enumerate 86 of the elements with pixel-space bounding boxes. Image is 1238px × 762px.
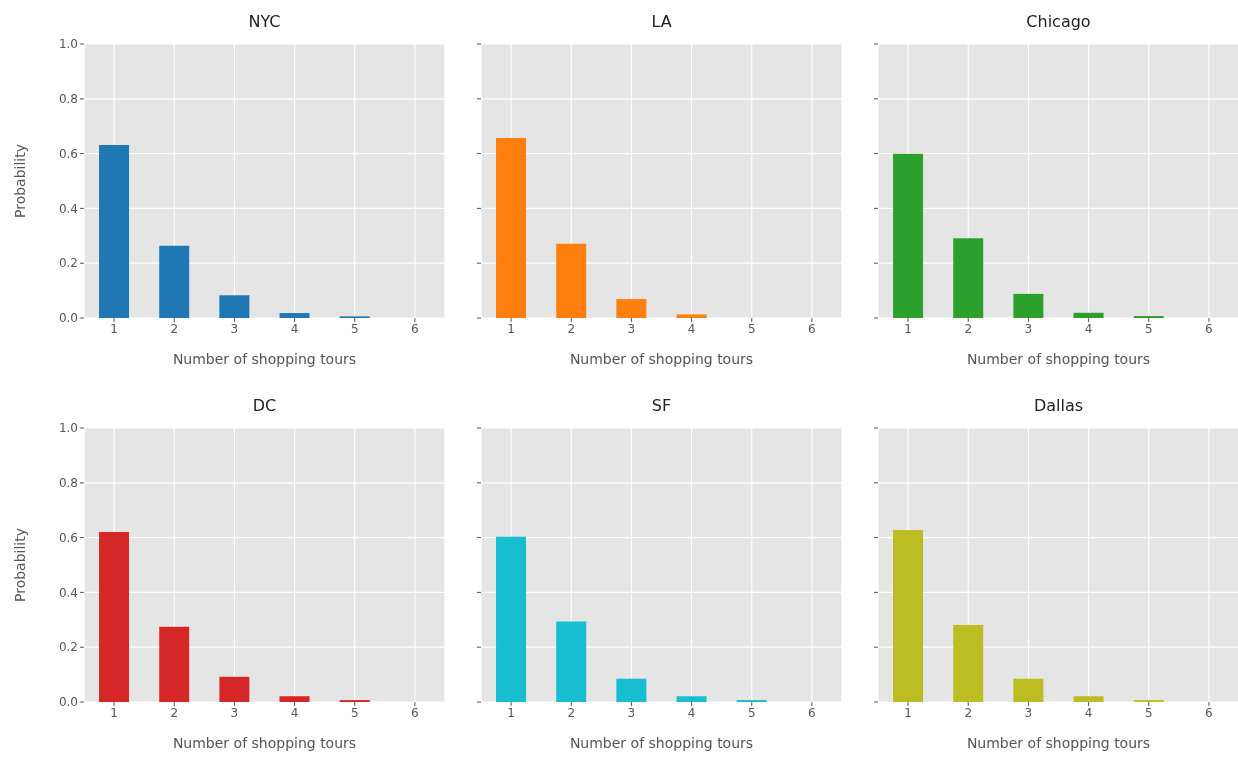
y-tick-label: 0.4 [58,585,78,600]
x-tick-label: 2 [964,705,973,720]
bar [1013,293,1044,318]
y-axis-title: Probability [11,527,28,603]
bar [556,243,587,318]
y-tick-label: 0.2 [58,256,78,271]
x-axis-title: Number of shopping tours [172,351,357,367]
x-axis-title: Number of shopping tours [569,735,754,751]
bar [676,696,707,702]
x-axis-title: Number of shopping tours [966,735,1151,751]
x-tick-label: 3 [230,321,239,336]
x-tick-label: 4 [290,321,299,336]
y-tick-label: 1.0 [58,37,78,52]
bar [496,137,527,318]
bar [893,529,924,702]
x-tick-label: 5 [350,705,359,720]
y-tick-label: 0.0 [58,311,78,326]
bar [279,313,310,318]
x-tick-label: 4 [290,705,299,720]
bar [1073,312,1104,318]
x-tick-label: 6 [411,705,419,720]
bar [159,245,190,318]
x-tick-label: 3 [1024,705,1033,720]
bar [219,295,250,318]
x-tick-label: 1 [110,705,118,720]
x-tick-label: 2 [567,705,576,720]
x-tick-label: 6 [808,321,816,336]
x-axis-title: Number of shopping tours [966,351,1151,367]
bar [99,145,130,318]
x-tick-label: 1 [110,321,118,336]
chart-title: LA [650,11,673,33]
chart-title: Dallas [1032,395,1085,417]
chart-title: Chicago [1025,11,1092,33]
y-tick-label: 0.8 [58,476,78,491]
x-tick-label: 4 [687,705,696,720]
bar [279,696,310,702]
x-tick-label: 4 [687,321,696,336]
bar [159,626,190,702]
x-tick-label: 2 [567,321,576,336]
x-tick-label: 3 [627,321,636,336]
bar [676,314,707,318]
chart-title: DC [251,395,278,417]
x-tick-label: 5 [747,321,756,336]
x-tick-label: 5 [1144,321,1153,336]
x-tick-label: 1 [904,705,912,720]
bar [893,153,924,318]
bar [1013,678,1044,702]
y-tick-label: 0.6 [58,146,78,161]
bar [556,621,587,702]
y-tick-label: 1.0 [58,421,78,436]
y-tick-label: 0.8 [58,92,78,107]
bar [953,238,984,318]
x-tick-label: 5 [350,321,359,336]
x-tick-label: 6 [1205,321,1213,336]
x-axis-title: Number of shopping tours [569,351,754,367]
y-tick-label: 0.2 [58,640,78,655]
x-tick-label: 4 [1084,321,1093,336]
chart-title: NYC [247,11,282,33]
chart-title: SF [650,395,673,417]
bar [99,532,130,702]
x-tick-label: 2 [170,705,179,720]
x-tick-label: 6 [1205,705,1213,720]
x-axis-title: Number of shopping tours [172,735,357,751]
x-tick-label: 5 [747,705,756,720]
x-tick-label: 1 [507,705,515,720]
bar [219,676,250,702]
bar [1073,696,1104,702]
x-tick-label: 5 [1144,705,1153,720]
bar [616,678,647,702]
bar [616,299,647,318]
bar [953,625,984,702]
y-axis-title: Probability [11,143,28,219]
x-tick-label: 4 [1084,705,1093,720]
x-tick-label: 3 [230,705,239,720]
x-tick-label: 3 [1024,321,1033,336]
y-tick-label: 0.4 [58,201,78,216]
x-tick-label: 2 [170,321,179,336]
x-tick-label: 2 [964,321,973,336]
x-tick-label: 6 [808,705,816,720]
x-tick-label: 1 [904,321,912,336]
y-tick-label: 0.0 [58,695,78,710]
x-tick-label: 3 [627,705,636,720]
bar [496,536,527,702]
x-tick-label: 6 [411,321,419,336]
x-tick-label: 1 [507,321,515,336]
y-tick-label: 0.6 [58,530,78,545]
